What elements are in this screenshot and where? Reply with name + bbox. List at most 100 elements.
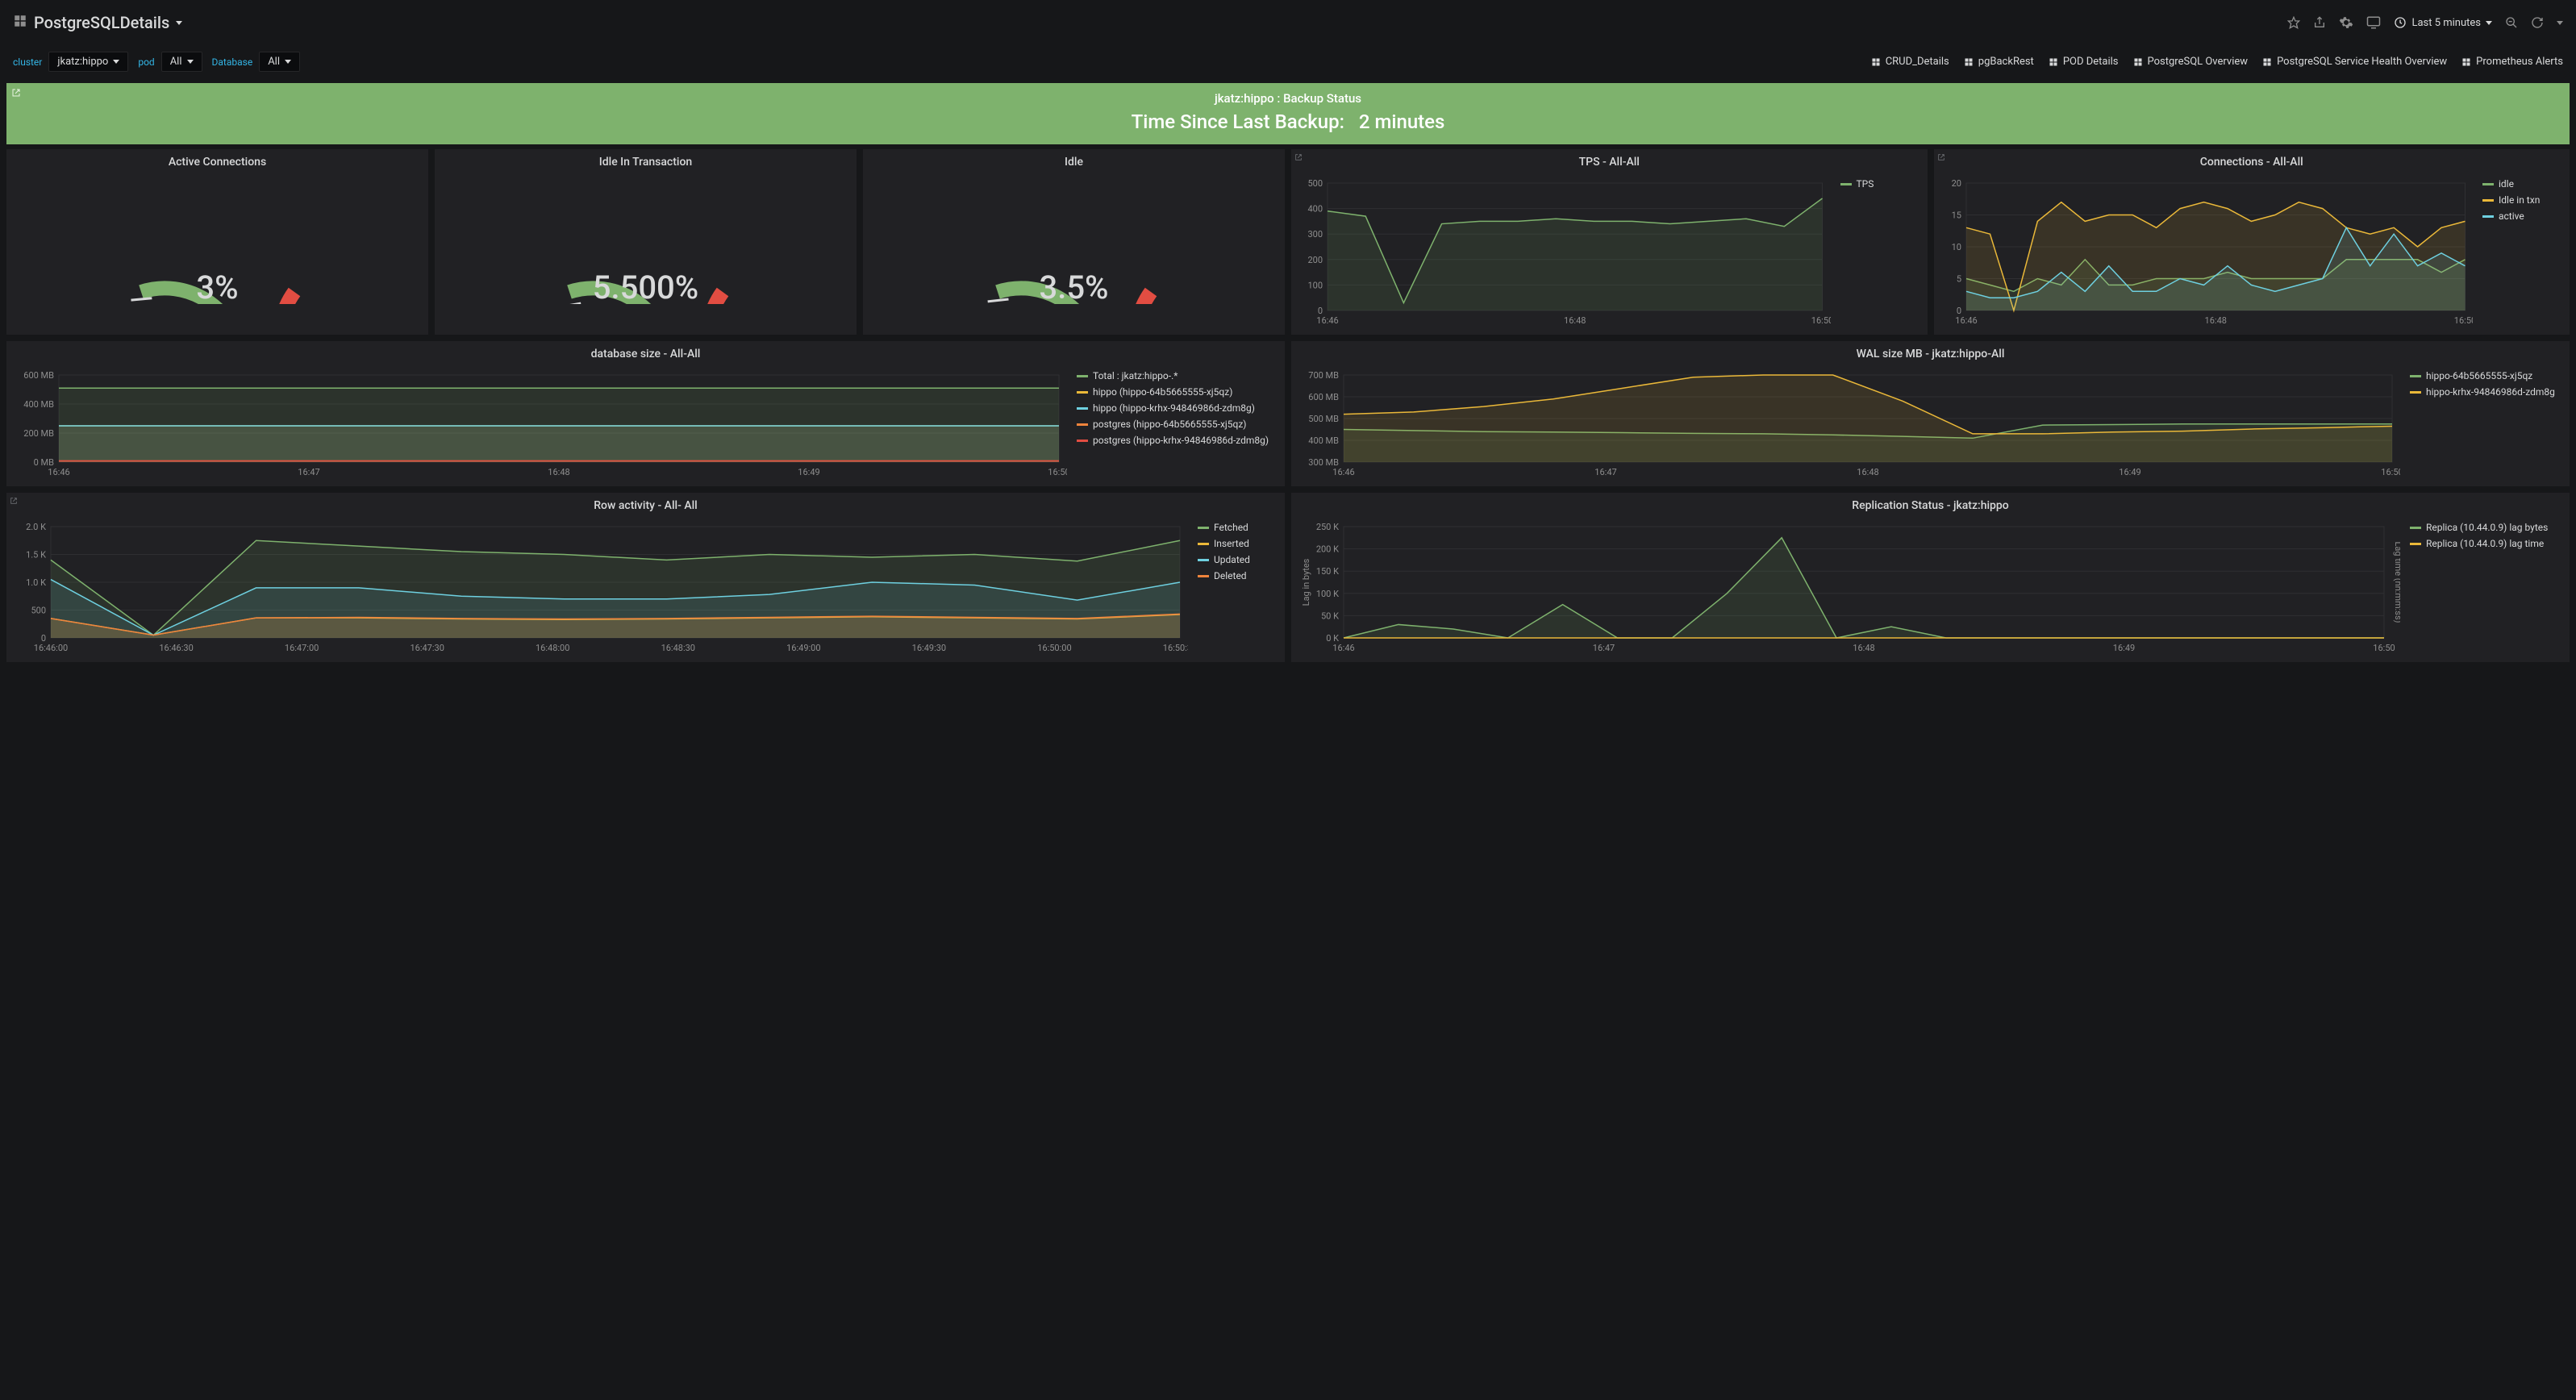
panel-title: TPS - All-All: [1291, 149, 1928, 175]
time-range-picker[interactable]: Last 5 minutes: [2394, 16, 2492, 29]
legend-item[interactable]: hippo-64b5665555-xj5qz: [2410, 370, 2561, 381]
gauge-active-connections: Active Connections 3%: [6, 149, 428, 335]
svg-text:16:48: 16:48: [2204, 315, 2226, 326]
line-chart: 010020030040050016:4616:4816:50: [1299, 178, 1831, 327]
star-icon[interactable]: [2287, 16, 2300, 29]
dashboard-link[interactable]: CRUD_Details: [1871, 56, 1949, 68]
legend-item[interactable]: hippo-krhx-94846986d-zdm8g: [2410, 386, 2561, 398]
svg-text:200 MB: 200 MB: [23, 428, 54, 439]
svg-text:16:50: 16:50: [1811, 315, 1831, 326]
panel-title: Idle In Transaction: [435, 149, 857, 175]
var-pod-select[interactable]: All: [161, 52, 202, 72]
zoom-out-icon[interactable]: [2505, 16, 2518, 29]
dashboard-link[interactable]: Prometheus Alerts: [2461, 56, 2563, 68]
svg-text:16:46: 16:46: [1316, 315, 1338, 326]
connections-panel: Connections - All-All 0510152016:4616:48…: [1934, 149, 2570, 335]
gauge-value: 5.500%: [435, 269, 857, 306]
legend-item[interactable]: hippo (hippo-krhx-94846986d-zdm8g): [1077, 402, 1277, 414]
legend-item[interactable]: Replica (10.44.0.9) lag time: [2410, 538, 2561, 549]
svg-text:16:46:30: 16:46:30: [159, 643, 193, 653]
gear-icon[interactable]: [2339, 15, 2353, 30]
legend-item[interactable]: active: [2482, 210, 2561, 222]
share-icon[interactable]: [2313, 16, 2326, 29]
legend-item[interactable]: hippo (hippo-64b5665555-xj5qz): [1077, 386, 1277, 398]
svg-text:16:47: 16:47: [1593, 643, 1615, 653]
dashboard-link[interactable]: PostgreSQL Overview: [2133, 56, 2249, 68]
legend-item[interactable]: TPS: [1840, 178, 1919, 190]
banner-text: Time Since Last Backup: 2 minutes: [6, 110, 2570, 133]
line-chart: 300 MB400 MB500 MB600 MB700 MB16:4616:47…: [1299, 370, 2400, 478]
legend-item[interactable]: Total : jkatz:hippo-.*: [1077, 370, 1277, 381]
top-header: PostgreSQLDetails Last 5 minutes: [0, 0, 2576, 45]
svg-text:600 MB: 600 MB: [23, 370, 54, 381]
dashboard-link[interactable]: PostgreSQL Service Health Overview: [2262, 56, 2447, 68]
title-caret-icon[interactable]: [176, 21, 182, 25]
legend: hippo-64b5665555-xj5qz hippo-krhx-9484698…: [2400, 370, 2561, 478]
external-link-icon[interactable]: [10, 496, 18, 508]
replication-panel: Replication Status - jkatz:hippo 0 K50 K…: [1291, 493, 2570, 662]
svg-text:16:49: 16:49: [2119, 467, 2140, 477]
svg-text:600 MB: 600 MB: [1308, 392, 1339, 402]
svg-text:Lag time (hh:mm:ss): Lag time (hh:mm:ss): [2393, 542, 2400, 623]
svg-text:16:50: 16:50: [2381, 467, 2400, 477]
line-chart: 0510152016:4616:4816:50: [1942, 178, 2474, 327]
legend-item[interactable]: postgres (hippo-krhx-94846986d-zdm8g): [1077, 435, 1277, 446]
svg-text:16:46: 16:46: [1955, 315, 1977, 326]
svg-text:500: 500: [31, 606, 46, 616]
refresh-caret-icon[interactable]: [2557, 21, 2563, 25]
svg-text:500 MB: 500 MB: [1308, 414, 1339, 424]
panel-title: WAL size MB - jkatz:hippo-All: [1291, 341, 2570, 367]
legend-item[interactable]: Updated: [1198, 554, 1277, 565]
svg-text:250 K: 250 K: [1316, 522, 1339, 532]
legend-item[interactable]: Fetched: [1198, 522, 1277, 533]
var-database-select[interactable]: All: [259, 52, 300, 72]
legend-item[interactable]: Idle in txn: [2482, 194, 2561, 206]
legend-item[interactable]: idle: [2482, 178, 2561, 190]
svg-text:16:48: 16:48: [1857, 467, 1878, 477]
svg-text:200 K: 200 K: [1316, 544, 1339, 555]
svg-text:16:46: 16:46: [1332, 467, 1354, 477]
svg-text:16:49:00: 16:49:00: [786, 643, 820, 653]
svg-text:200: 200: [1307, 255, 1323, 265]
svg-text:150 K: 150 K: [1316, 566, 1339, 577]
gauge-value: 3.5%: [863, 269, 1285, 306]
refresh-icon[interactable]: [2531, 16, 2544, 29]
panel-title: database size - All-All: [6, 341, 1285, 367]
external-link-icon[interactable]: [1294, 152, 1303, 165]
svg-text:16:49: 16:49: [2113, 643, 2135, 653]
panel-title: Replication Status - jkatz:hippo: [1291, 493, 2570, 519]
monitor-icon[interactable]: [2366, 15, 2381, 30]
panel-title: Connections - All-All: [1934, 149, 2570, 175]
dashboard-link[interactable]: pgBackRest: [1964, 56, 2034, 68]
svg-text:100: 100: [1307, 280, 1323, 290]
legend-item[interactable]: postgres (hippo-64b5665555-xj5qz): [1077, 419, 1277, 430]
panel-title: Idle: [863, 149, 1285, 175]
legend-item[interactable]: Inserted: [1198, 538, 1277, 549]
legend-item[interactable]: Replica (10.44.0.9) lag bytes: [2410, 522, 2561, 533]
svg-text:16:48: 16:48: [548, 467, 569, 477]
svg-text:15: 15: [1951, 210, 1961, 221]
dashboard-link[interactable]: POD Details: [2049, 56, 2119, 68]
gauge-idle: Idle 3.5%: [863, 149, 1285, 335]
svg-text:1.5 K: 1.5 K: [26, 550, 46, 560]
svg-text:20: 20: [1951, 178, 1961, 189]
external-link-icon[interactable]: [1937, 152, 1945, 165]
svg-text:300: 300: [1307, 229, 1323, 240]
svg-text:5: 5: [1956, 274, 1961, 285]
external-link-icon[interactable]: [11, 88, 21, 101]
legend-item[interactable]: Deleted: [1198, 570, 1277, 581]
svg-text:700 MB: 700 MB: [1308, 370, 1339, 381]
svg-text:16:50:00: 16:50:00: [1037, 643, 1071, 653]
var-cluster-select[interactable]: jkatz:hippo: [48, 52, 128, 72]
panel-title: Active Connections: [6, 149, 428, 175]
svg-text:16:49:30: 16:49:30: [912, 643, 946, 653]
dashboard-title[interactable]: PostgreSQLDetails: [34, 13, 169, 32]
svg-text:16:46: 16:46: [1332, 643, 1354, 653]
svg-text:100 K: 100 K: [1316, 589, 1339, 599]
svg-text:2.0 K: 2.0 K: [26, 522, 46, 532]
legend: Fetched Inserted Updated Deleted: [1188, 522, 1277, 654]
svg-text:50 K: 50 K: [1321, 610, 1339, 621]
tps-panel: TPS - All-All 010020030040050016:4616:48…: [1291, 149, 1928, 335]
svg-text:16:50: 16:50: [1048, 467, 1067, 477]
dashboard-grid-icon: [13, 14, 27, 31]
